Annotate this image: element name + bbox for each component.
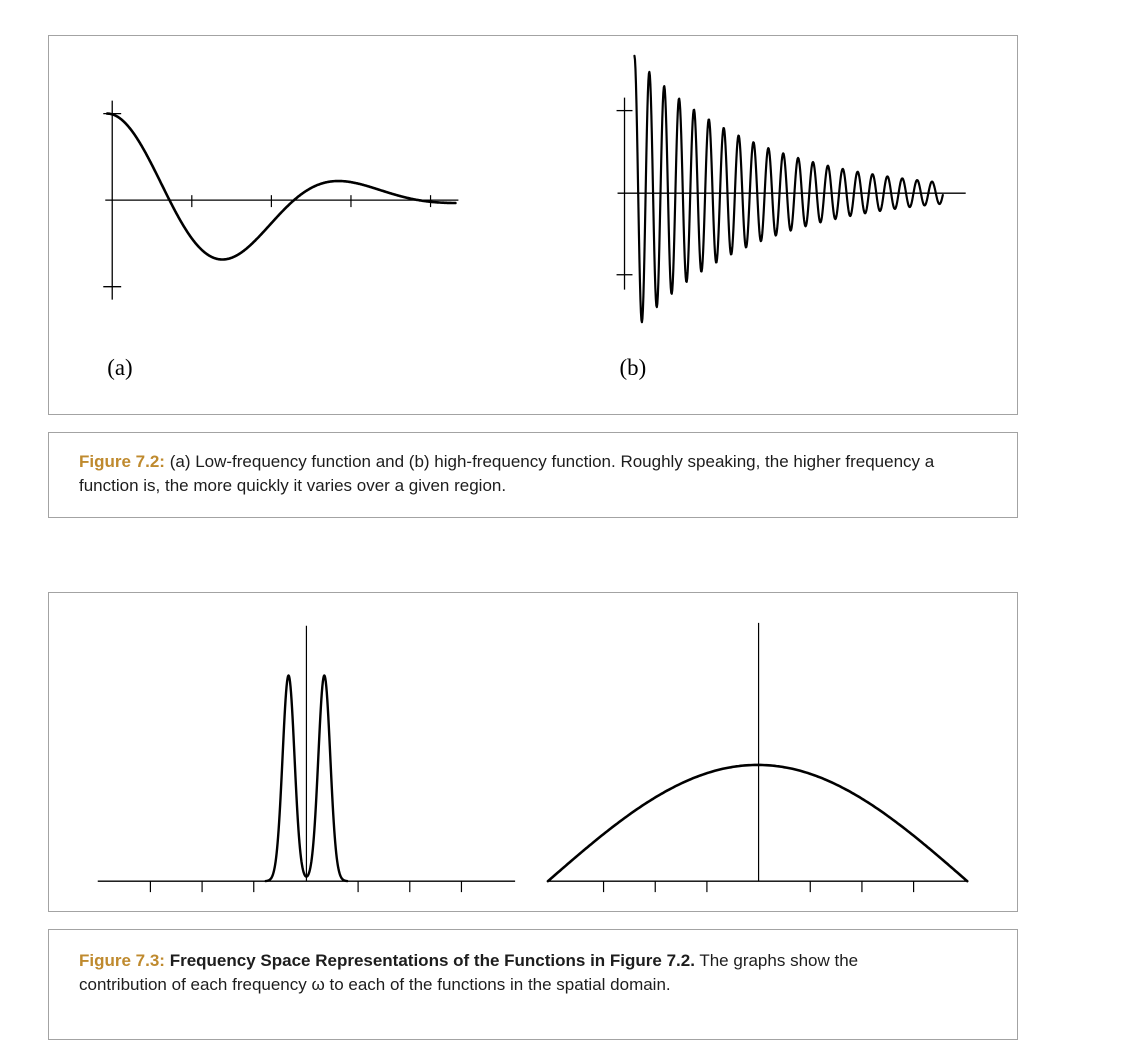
low-frequency-curve [105, 112, 457, 261]
figure-7-3-caption-title: Frequency Space Representations of the F… [169, 951, 695, 970]
figure-7-2-caption-text: (a) Low-frequency function and (b) high-… [79, 452, 935, 496]
figure-7-3-plots [97, 622, 969, 893]
figure-7-3-panel [48, 592, 1018, 912]
figure-7-2-caption-label: Figure 7.2: [79, 452, 165, 471]
figure-7-2-panel: (a) (b) [48, 35, 1018, 415]
frequency-spikes-curve [264, 674, 349, 883]
panel-label: (a) [107, 355, 132, 380]
figure-7-2-caption-box: Figure 7.2: (a) Low-frequency function a… [48, 432, 1018, 518]
figure-7-3-caption-label: Figure 7.3: [79, 951, 165, 970]
figure-7-2-caption: Figure 7.2: (a) Low-frequency function a… [49, 433, 1017, 498]
figure-7-3-caption-text: The graphs show the contribution of each… [79, 951, 859, 995]
figure-7-3-caption: Figure 7.3: Frequency Space Representati… [49, 930, 1017, 997]
frequency-dome-curve [546, 763, 969, 883]
figure-7-3-caption-box: Figure 7.3: Frequency Space Representati… [48, 929, 1018, 1040]
high-frequency-curve [633, 54, 944, 324]
panel-label: (b) [620, 355, 647, 380]
figure-7-2-plots: (a) (b) [103, 54, 966, 380]
